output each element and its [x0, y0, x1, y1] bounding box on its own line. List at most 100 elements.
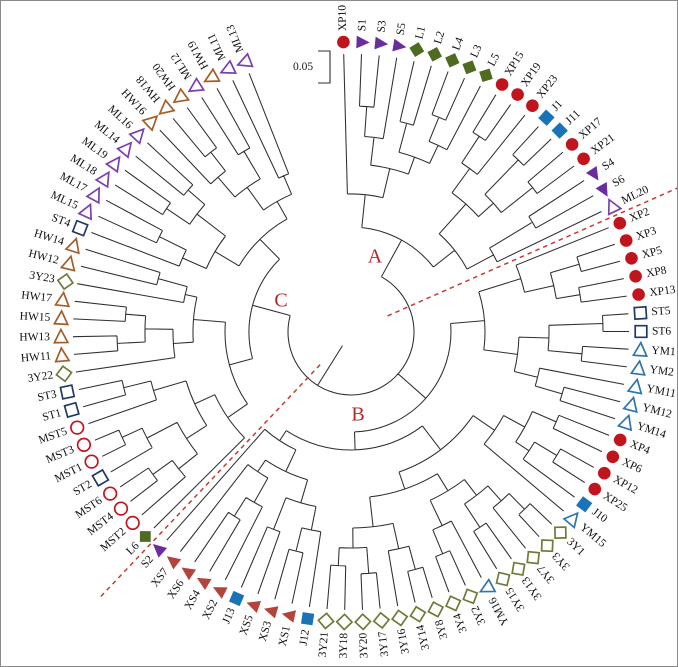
taxon-marker [53, 327, 70, 344]
taxon-marker [598, 466, 611, 480]
taxon-marker [576, 496, 593, 513]
clade-label-a: A [367, 245, 383, 268]
taxon-marker [196, 577, 212, 591]
taxon-marker [445, 53, 460, 68]
taxon-label: XP4 [628, 438, 652, 457]
taxon-label: YM2 [649, 364, 675, 379]
taxon-label: S5 [395, 22, 409, 36]
taxon-label: XP21 [589, 132, 617, 157]
taxon-marker [585, 165, 599, 181]
taxon-label: S1 [356, 19, 368, 32]
taxon-label: 3Y8 [433, 618, 450, 641]
taxon-marker [479, 68, 493, 83]
taxon-marker [181, 567, 197, 581]
taxon-label: 3Y2 [469, 604, 488, 627]
taxon-label: ML15 [49, 189, 80, 212]
taxon-marker [71, 219, 89, 237]
taxon-marker [152, 544, 168, 558]
taxon-label: L6 [124, 540, 142, 558]
taxon-marker [59, 254, 76, 272]
taxon-label: XS2 [200, 598, 220, 622]
taxon-label: L2 [432, 30, 447, 46]
taxon-label: MST5 [37, 425, 69, 446]
taxon-label: XS4 [182, 588, 203, 612]
taxon-label: XP12 [611, 473, 640, 496]
taxon-marker [427, 600, 445, 618]
taxon-marker [236, 52, 254, 68]
taxon-marker [538, 109, 555, 126]
taxon-marker [565, 138, 579, 151]
taxon-marker [76, 437, 92, 452]
taxon-marker [354, 612, 372, 631]
taxon-marker [634, 324, 648, 339]
clade-divider-line [387, 187, 677, 317]
clade-label-b: B [351, 403, 365, 426]
taxon-label: ST5 [651, 305, 671, 318]
taxon-marker [633, 305, 648, 321]
taxon-marker [94, 170, 110, 189]
taxon-label: ML11 [205, 31, 228, 62]
taxon-marker [263, 606, 279, 619]
taxon-label: XS1 [277, 625, 293, 648]
taxon-marker [619, 234, 633, 247]
taxon-label: L3 [468, 43, 484, 60]
taxon-marker [84, 454, 99, 469]
taxon-marker [63, 401, 80, 419]
taxon-marker [626, 377, 643, 395]
taxon-marker [551, 122, 568, 139]
taxon-marker [103, 486, 118, 501]
taxon-marker [392, 38, 407, 52]
taxon-marker [219, 59, 238, 75]
taxon-label: L1 [413, 25, 428, 40]
taxon-label: 3Y14 [415, 623, 433, 651]
taxon-label: ST1 [41, 407, 63, 424]
taxon-marker [462, 60, 477, 75]
taxon-label: J13 [220, 606, 237, 626]
taxon-label: ML12 [169, 50, 195, 81]
taxon-marker [511, 88, 524, 101]
taxon-marker [337, 35, 350, 49]
taxon-marker [562, 511, 579, 530]
taxon-label: 3Y3 [550, 549, 572, 572]
taxon-label: HW12 [27, 248, 60, 267]
taxon-label: XS3 [257, 620, 274, 643]
taxon-marker [409, 42, 425, 58]
tree-branches [72, 54, 629, 610]
taxon-marker [55, 364, 73, 383]
taxon-label: ST4 [50, 212, 72, 230]
taxon-label: J12 [298, 628, 312, 646]
taxon-marker [613, 433, 627, 447]
taxon-marker [511, 561, 526, 577]
taxon-marker [166, 556, 182, 570]
taxon-label: HW13 [19, 331, 50, 344]
taxon-marker [444, 595, 462, 612]
taxon-label: YM14 [635, 420, 668, 441]
taxon-marker [356, 35, 370, 49]
taxon-marker [607, 197, 623, 216]
taxon-label: 3Y20 [357, 632, 370, 658]
taxon-marker [427, 46, 443, 62]
taxon-label: XS5 [238, 613, 256, 637]
taxon-label: 3Y15 [504, 585, 528, 613]
taxon-label: 3Y17 [377, 630, 392, 657]
taxon-label: YM1 [651, 345, 676, 359]
taxon-marker [281, 610, 297, 623]
taxon-marker [212, 587, 228, 599]
taxon-label: ML13 [224, 23, 246, 54]
taxon-label: 3Y16 [396, 627, 412, 654]
taxon-marker [613, 216, 627, 230]
taxon-label: XP10 [336, 5, 349, 32]
taxon-label: S6 [610, 173, 627, 190]
taxon-label: ST3 [37, 388, 58, 404]
taxon-label: S3 [376, 20, 389, 34]
scale-bar-label: 0.05 [292, 61, 314, 73]
taxon-marker [622, 395, 638, 414]
taxon-marker [59, 384, 76, 400]
taxon-label: XP5 [641, 244, 664, 261]
taxon-label: 3Y13 [520, 574, 545, 602]
taxon-label: ML20 [620, 184, 651, 207]
taxon-marker [70, 420, 85, 435]
taxon-marker [554, 526, 567, 539]
